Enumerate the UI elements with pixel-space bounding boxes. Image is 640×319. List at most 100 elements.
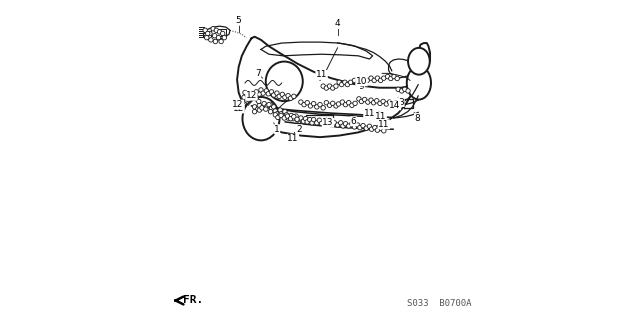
Circle shape — [253, 94, 258, 99]
Circle shape — [340, 124, 345, 128]
Circle shape — [277, 94, 282, 99]
Circle shape — [371, 100, 376, 105]
Circle shape — [327, 103, 332, 108]
Circle shape — [372, 125, 377, 130]
Circle shape — [289, 96, 293, 100]
Circle shape — [282, 116, 287, 120]
Circle shape — [291, 116, 295, 121]
Circle shape — [220, 31, 225, 36]
Circle shape — [295, 117, 300, 122]
Circle shape — [337, 80, 341, 85]
Circle shape — [394, 100, 398, 105]
Circle shape — [312, 101, 316, 106]
Circle shape — [336, 102, 340, 106]
Circle shape — [374, 99, 379, 103]
Circle shape — [273, 109, 278, 113]
Text: 11: 11 — [364, 109, 375, 118]
Circle shape — [262, 101, 266, 106]
Circle shape — [364, 126, 369, 130]
Circle shape — [303, 116, 308, 121]
Circle shape — [203, 28, 207, 33]
Circle shape — [372, 78, 376, 83]
Text: 13: 13 — [322, 118, 333, 127]
Circle shape — [392, 74, 396, 79]
Circle shape — [273, 113, 278, 117]
Ellipse shape — [407, 66, 431, 100]
Circle shape — [286, 93, 291, 98]
Circle shape — [266, 92, 271, 96]
Text: 11: 11 — [316, 70, 327, 79]
Circle shape — [330, 123, 334, 127]
Text: 2: 2 — [296, 125, 302, 134]
Circle shape — [265, 104, 269, 108]
Circle shape — [346, 100, 351, 105]
Circle shape — [395, 76, 399, 81]
Text: 4: 4 — [335, 19, 340, 28]
Circle shape — [257, 92, 262, 96]
Circle shape — [352, 78, 356, 83]
Circle shape — [211, 26, 216, 31]
Circle shape — [212, 33, 217, 38]
Text: 6: 6 — [351, 117, 356, 126]
Circle shape — [396, 87, 401, 92]
Circle shape — [279, 112, 284, 116]
Text: 12: 12 — [246, 91, 257, 100]
Circle shape — [387, 100, 392, 104]
Circle shape — [255, 107, 260, 111]
Circle shape — [365, 78, 369, 83]
Circle shape — [343, 122, 348, 126]
Circle shape — [264, 89, 269, 93]
Circle shape — [349, 122, 354, 126]
Circle shape — [268, 109, 273, 114]
Circle shape — [289, 113, 294, 118]
Circle shape — [257, 108, 262, 112]
Circle shape — [355, 80, 360, 85]
Circle shape — [348, 80, 353, 85]
Circle shape — [315, 121, 319, 125]
Circle shape — [279, 113, 284, 118]
Circle shape — [327, 120, 332, 124]
Text: 14: 14 — [389, 101, 401, 110]
Circle shape — [335, 123, 340, 127]
Circle shape — [269, 90, 274, 94]
Circle shape — [308, 104, 313, 108]
Circle shape — [257, 99, 261, 104]
Circle shape — [318, 102, 322, 107]
Circle shape — [369, 127, 374, 131]
Circle shape — [369, 98, 373, 102]
Text: 9: 9 — [358, 82, 364, 91]
Text: 11: 11 — [287, 134, 299, 143]
Circle shape — [406, 89, 410, 93]
Circle shape — [358, 78, 363, 83]
Circle shape — [205, 31, 210, 36]
Circle shape — [222, 35, 227, 40]
Circle shape — [361, 123, 365, 128]
Circle shape — [367, 124, 372, 129]
Circle shape — [302, 102, 307, 107]
Circle shape — [333, 84, 338, 88]
Circle shape — [339, 82, 344, 87]
Circle shape — [260, 106, 264, 110]
Circle shape — [327, 84, 332, 88]
Circle shape — [378, 101, 382, 106]
Circle shape — [379, 126, 383, 131]
Circle shape — [299, 116, 303, 120]
Ellipse shape — [243, 97, 280, 140]
Circle shape — [384, 102, 388, 106]
Circle shape — [205, 35, 209, 40]
Circle shape — [381, 76, 386, 80]
Text: 10: 10 — [356, 77, 367, 86]
Circle shape — [333, 104, 338, 108]
Circle shape — [345, 82, 349, 87]
Circle shape — [353, 101, 357, 106]
Ellipse shape — [408, 48, 429, 75]
Circle shape — [321, 84, 325, 88]
Text: 5: 5 — [236, 16, 241, 25]
Circle shape — [245, 93, 250, 97]
Circle shape — [267, 102, 271, 107]
Text: 1: 1 — [274, 125, 280, 134]
Circle shape — [213, 39, 218, 44]
Circle shape — [271, 93, 276, 97]
Circle shape — [362, 80, 366, 85]
Circle shape — [388, 76, 393, 81]
